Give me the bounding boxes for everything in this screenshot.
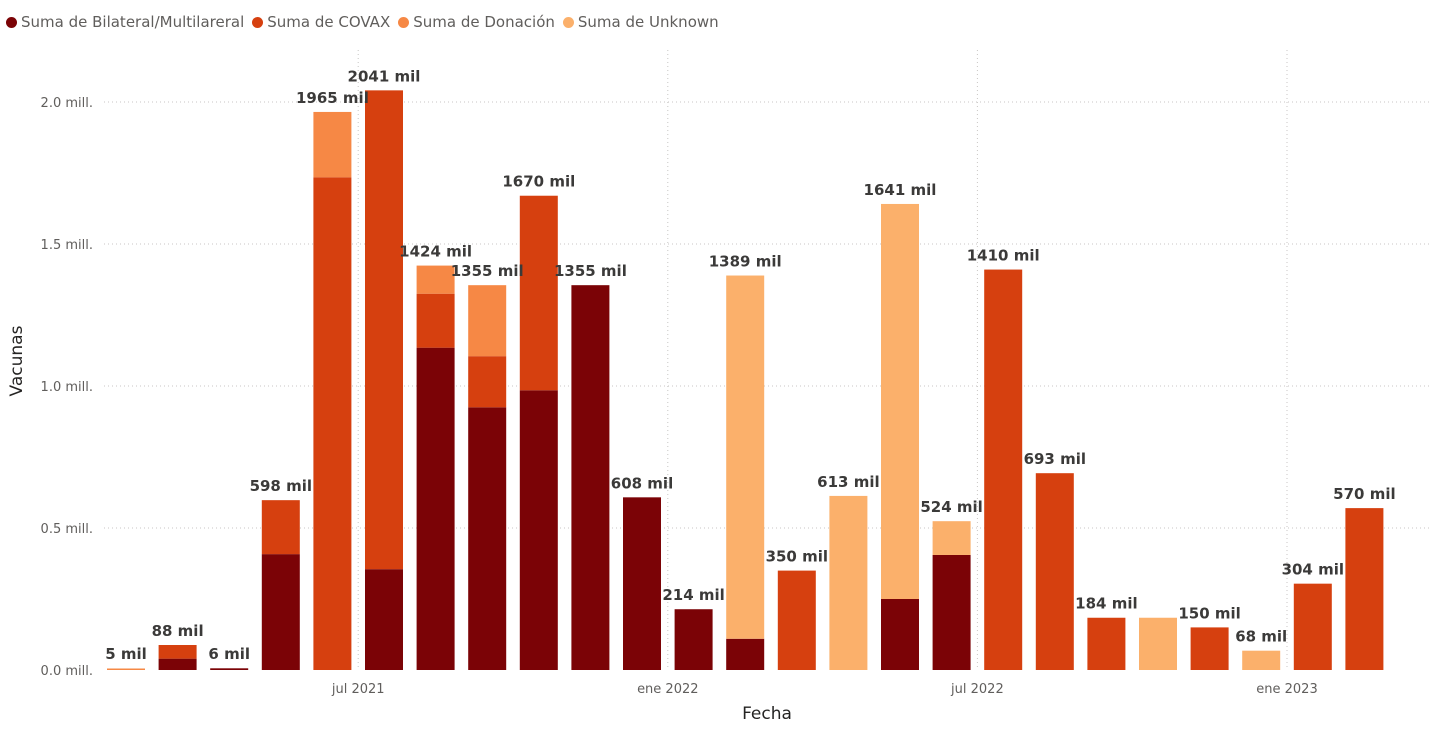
bar-segment[interactable] [261, 500, 300, 555]
bar-segment[interactable] [416, 293, 455, 348]
data-label: 1641 mil [864, 181, 937, 199]
bar-segment[interactable] [1087, 617, 1126, 670]
bar-segment[interactable] [468, 285, 507, 357]
data-label: 2041 mil [348, 67, 421, 85]
data-label: 1355 mil [554, 262, 627, 280]
bar-segment[interactable] [468, 407, 507, 670]
data-label: 214 mil [662, 586, 724, 604]
bar-segment[interactable] [416, 347, 455, 670]
bar-segment[interactable] [519, 390, 558, 670]
legend-marker [6, 16, 17, 28]
legend-label: Suma de Bilateral/Multilareral [21, 13, 245, 31]
data-label: 1389 mil [709, 253, 782, 271]
data-label: 524 mil [920, 498, 982, 516]
gridlines [104, 101, 1430, 529]
y-tick-label: 0.5 mill. [41, 522, 93, 537]
bar-segment[interactable] [674, 609, 713, 670]
data-label: 88 mil [152, 622, 204, 640]
legend-marker [252, 16, 264, 28]
bar-segment[interactable] [777, 570, 816, 670]
y-tick-label: 1.0 mill. [41, 380, 93, 395]
data-label: 184 mil [1075, 595, 1137, 613]
legend-marker [398, 16, 410, 28]
data-label: 1965 mil [296, 89, 369, 107]
bar-segment[interactable] [726, 638, 765, 670]
x-tick-label: ene 2022 [637, 682, 698, 697]
legend-label: Suma de Donación [413, 13, 555, 31]
bar-segment[interactable] [313, 111, 352, 178]
x-tick-label: jul 2021 [331, 682, 385, 697]
data-label: 608 mil [611, 474, 673, 492]
bar-segment[interactable] [365, 90, 403, 570]
legend-item[interactable]: Suma de Unknown [562, 13, 719, 31]
data-label: 5 mil [105, 645, 147, 663]
legend-marker [562, 16, 574, 28]
bar-segment[interactable] [1035, 473, 1074, 670]
legend-item[interactable]: Suma de Bilateral/Multilareral [6, 13, 244, 31]
y-axis-ticks: 0.0 mill. 0.5 mill. 1.0 mill. 1.5 mill. 2.0 … [41, 96, 93, 679]
data-label: 1424 mil [399, 243, 472, 261]
y-tick-label: 2.0 mill. [41, 96, 93, 111]
bar-segment[interactable] [210, 668, 249, 670]
bar-segment[interactable] [881, 203, 919, 599]
x-tick-label: jul 2022 [950, 682, 1004, 697]
bar-segment[interactable] [623, 497, 661, 670]
legend-item[interactable]: Suma de Donación [398, 13, 555, 31]
bars [107, 90, 1384, 671]
bar-segment[interactable] [261, 554, 300, 670]
y-tick-label: 0.0 mill. [41, 664, 93, 679]
bar-segment[interactable] [158, 658, 197, 670]
data-label: 1410 mil [967, 247, 1040, 265]
legend-label: Suma de Unknown [577, 13, 719, 31]
data-label: 570 mil [1333, 485, 1395, 503]
data-label: 350 mil [766, 548, 828, 566]
bar-segment[interactable] [1139, 617, 1177, 670]
bar-segment[interactable] [1190, 627, 1229, 670]
data-label: 150 mil [1178, 604, 1240, 622]
x-axis-title: Fecha [742, 704, 792, 724]
bar-segment[interactable] [726, 275, 765, 639]
data-label: 598 mil [250, 477, 312, 495]
data-label: 1670 mil [502, 173, 575, 191]
bar-segment[interactable] [313, 177, 352, 670]
legend-item[interactable]: Suma de COVAX [252, 13, 390, 31]
x-tick-label: ene 2023 [1256, 682, 1317, 697]
data-label: 68 mil [1235, 628, 1287, 646]
bar-segment[interactable] [932, 521, 971, 555]
bar-segment[interactable] [984, 269, 1023, 670]
legend-label: Suma de COVAX [267, 13, 391, 31]
bar-segment[interactable] [416, 265, 455, 294]
data-label: 1355 mil [451, 262, 524, 280]
data-label: 6 mil [208, 645, 250, 663]
bar-segment[interactable] [1345, 508, 1384, 670]
bar-segment[interactable] [881, 599, 919, 670]
bar-segment[interactable] [829, 495, 868, 670]
y-tick-label: 1.5 mill. [41, 238, 93, 253]
bar-segment[interactable] [468, 356, 507, 408]
bar-segment[interactable] [932, 554, 971, 670]
data-label: 304 mil [1282, 561, 1344, 579]
y-axis-title: Vacunas [7, 325, 27, 396]
bar-segment[interactable] [1293, 583, 1332, 670]
bar-segment[interactable] [571, 285, 610, 670]
x-axis-ticks: jul 2021 ene 2022 jul 2022 ene 2023 [331, 50, 1318, 697]
bar-segment[interactable] [107, 668, 145, 671]
bar-segment[interactable] [158, 645, 197, 659]
data-label: 613 mil [817, 473, 879, 491]
bar-segment[interactable] [365, 569, 403, 670]
data-label: 693 mil [1024, 450, 1086, 468]
chart-legend: Suma de Bilateral/Multilareral Suma de CO… [6, 10, 727, 34]
bar-segment[interactable] [1242, 650, 1281, 670]
bar-segment[interactable] [519, 195, 558, 391]
